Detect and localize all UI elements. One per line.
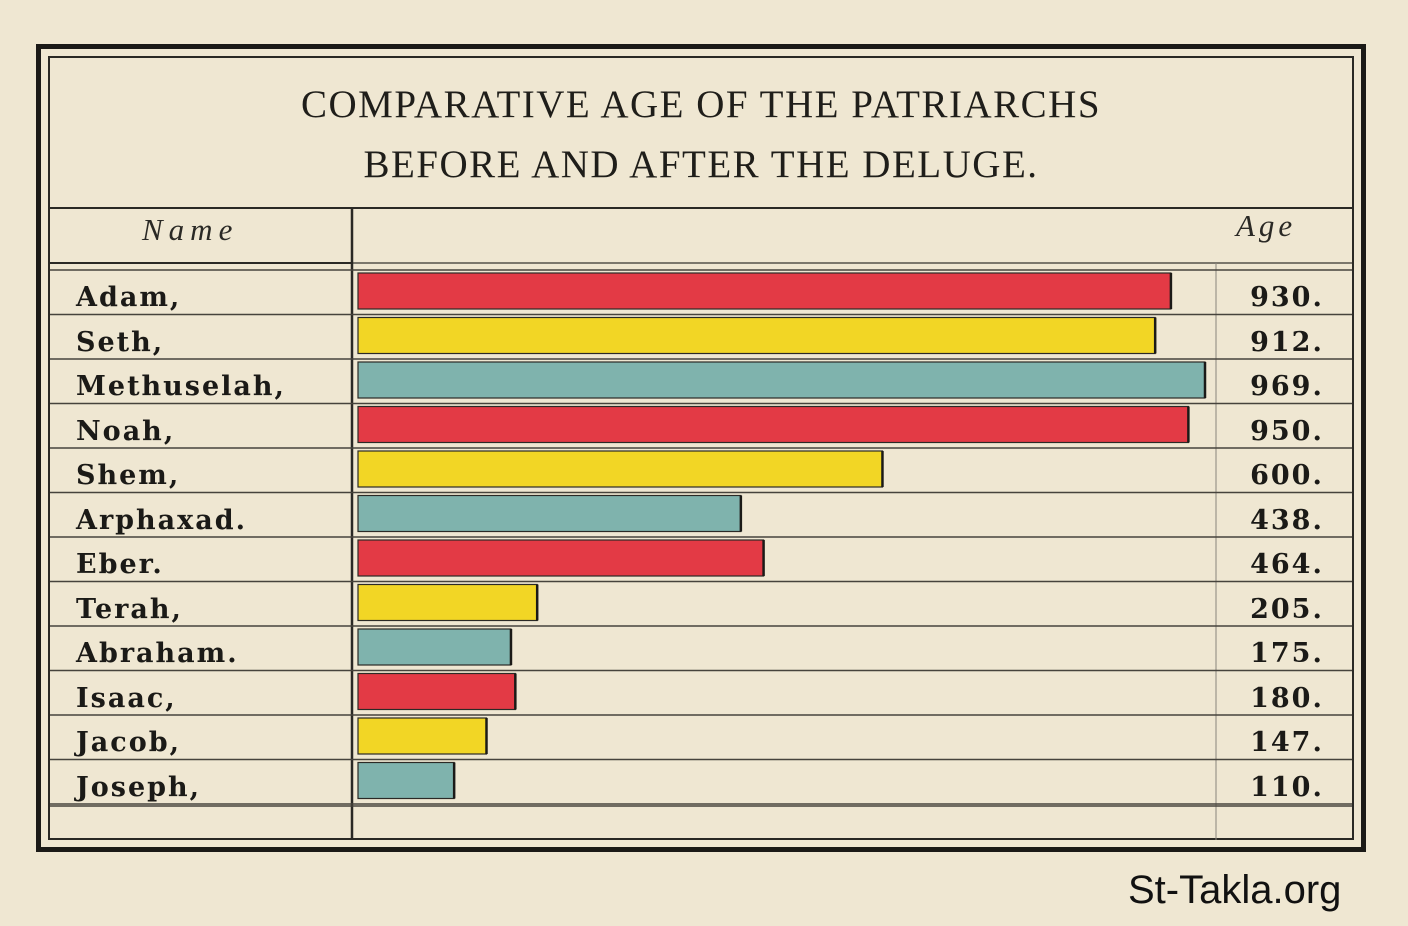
bar	[357, 405, 1189, 444]
age-column-header: Age	[1236, 208, 1297, 243]
category-label: Eber.	[76, 549, 164, 580]
category-label: Seth,	[76, 326, 165, 358]
chart-subtitle: BEFORE AND AFTER THE DELUGE.	[363, 143, 1039, 186]
category-label: Isaac,	[76, 682, 177, 714]
value-label: 600.	[1250, 460, 1324, 491]
value-label: 912.	[1250, 326, 1324, 358]
watermark: St-Takla.org	[1128, 868, 1342, 912]
outer-frame	[36, 44, 1366, 852]
bar	[357, 539, 765, 577]
category-label: Terah,	[76, 593, 183, 625]
bar	[357, 583, 538, 622]
value-label: 950.	[1250, 415, 1324, 447]
category-label: Jacob,	[76, 727, 181, 758]
category-label: Abraham.	[76, 638, 239, 669]
category-label: Arphaxad.	[76, 504, 248, 536]
value-label: 180.	[1250, 682, 1324, 714]
bar	[357, 316, 1156, 355]
bar	[357, 361, 1206, 399]
bar	[357, 761, 455, 800]
bar	[357, 628, 512, 666]
category-label: Joseph,	[76, 771, 202, 803]
value-label: 205.	[1250, 593, 1324, 625]
value-label: 930.	[1250, 282, 1324, 313]
chart-title: COMPARATIVE AGE OF THE PATRIARCHS	[300, 83, 1102, 126]
inner-frame	[48, 56, 1354, 840]
category-label: Methuselah,	[76, 371, 286, 402]
value-label: 969.	[1250, 371, 1324, 402]
bar	[357, 672, 516, 711]
bar	[357, 717, 488, 755]
value-label: 175.	[1250, 638, 1324, 669]
value-label: 147.	[1250, 727, 1324, 758]
table-rules	[50, 207, 1352, 840]
value-label: 464.	[1250, 549, 1324, 580]
value-label: 438.	[1250, 504, 1324, 536]
bars	[357, 272, 1207, 800]
bar	[357, 450, 884, 488]
name-column-header: Name	[142, 212, 239, 247]
bar	[357, 272, 1172, 310]
category-label: Noah,	[76, 415, 176, 447]
value-label: 110.	[1250, 771, 1324, 803]
bar	[357, 494, 742, 533]
category-label: Adam,	[76, 282, 182, 313]
category-label: Shem,	[76, 460, 181, 491]
